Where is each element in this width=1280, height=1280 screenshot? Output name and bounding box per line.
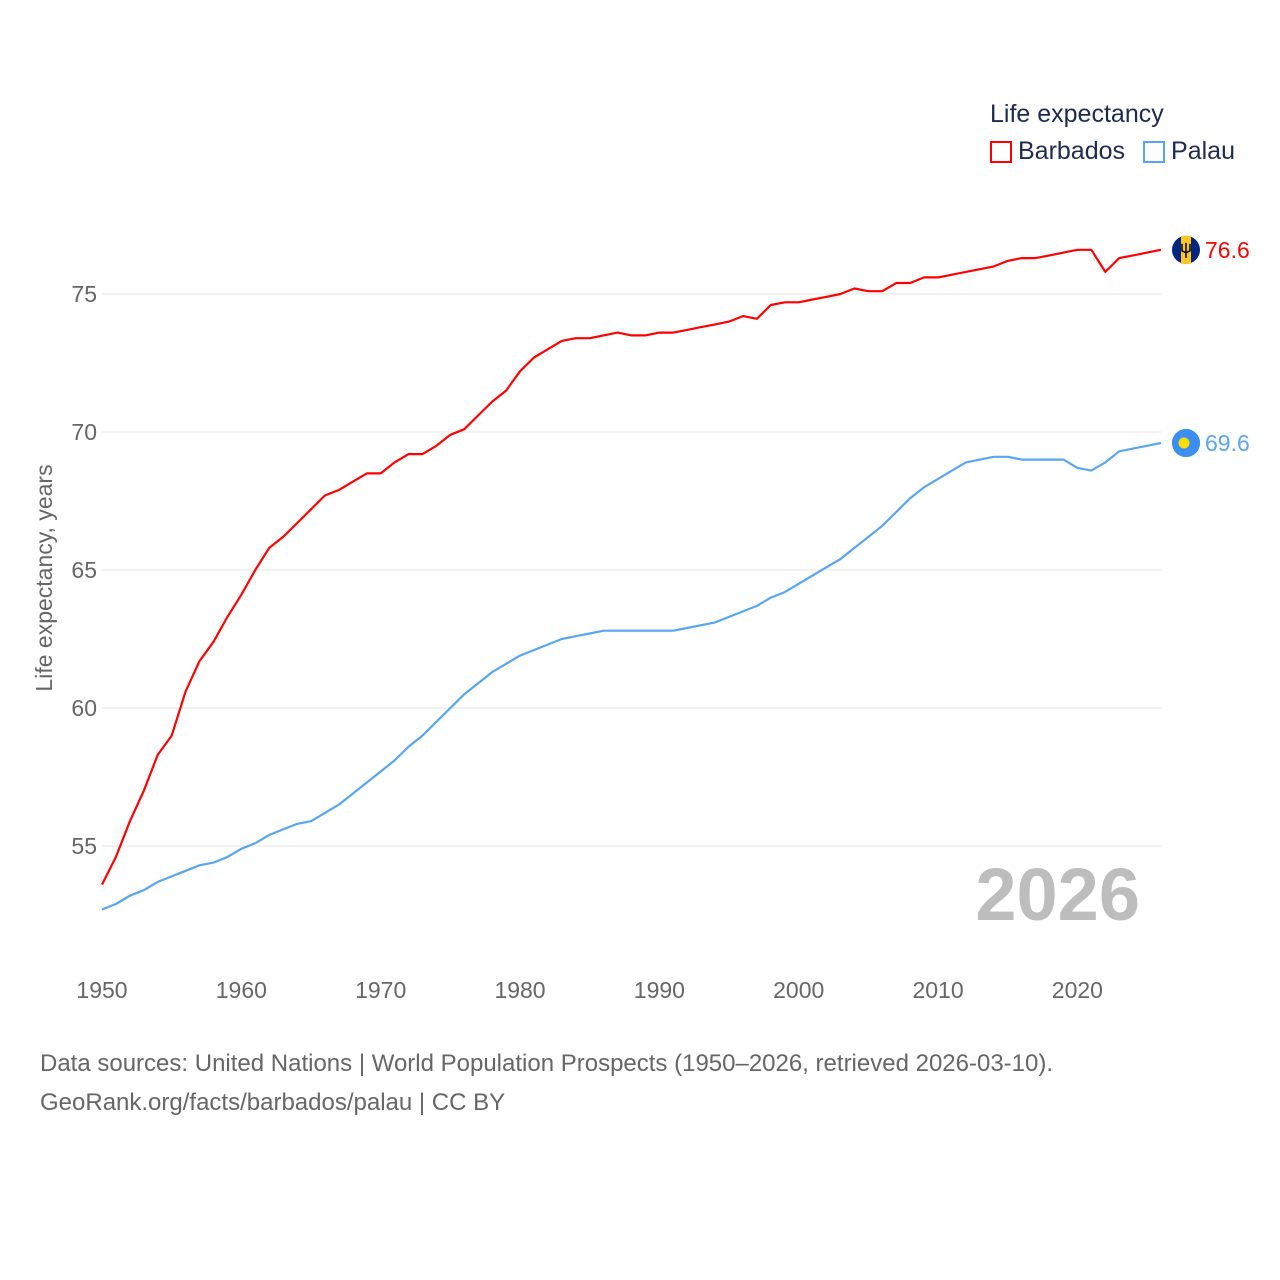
- legend-label: Palau: [1171, 137, 1235, 165]
- end-value-label: 76.6: [1205, 237, 1250, 263]
- end-value-label: 69.6: [1205, 430, 1250, 456]
- data-source-text: Data sources: United Nations | World Pop…: [40, 1050, 1054, 1077]
- legend-item-palau[interactable]: Palau: [1143, 137, 1235, 166]
- x-tick-label: 2020: [1052, 977, 1103, 1003]
- series-line-barbados[interactable]: [101, 248, 1162, 886]
- x-tick-label: 2000: [773, 977, 824, 1003]
- legend-label: Barbados: [1018, 137, 1126, 165]
- barbados-flag-icon: [1172, 235, 1200, 264]
- legend-swatch-palau: [1143, 140, 1166, 163]
- y-tick-label: 65: [71, 557, 97, 583]
- legend-swatch-barbados: [990, 140, 1012, 163]
- x-tick-label: 1970: [355, 977, 406, 1003]
- legend-item-barbados[interactable]: Barbados: [990, 137, 1125, 166]
- y-tick-label: 75: [71, 281, 97, 307]
- x-tick-label: 1990: [634, 977, 685, 1003]
- legend: Life expectancy Barbados Palau: [990, 100, 1253, 166]
- y-axis-label: Life expectancy, years: [31, 464, 57, 691]
- footer: Data sources: United Nations | World Pop…: [40, 1044, 1053, 1122]
- y-tick-label: 55: [71, 833, 97, 859]
- x-tick-label: 1950: [76, 977, 127, 1003]
- palau-flag-icon: [1172, 429, 1200, 458]
- x-tick-label: 1960: [216, 977, 267, 1003]
- y-tick-label: 70: [71, 419, 97, 445]
- year-watermark: 2026: [975, 853, 1140, 936]
- attribution-link[interactable]: GeoRank.org/facts/barbados/palau | CC BY: [40, 1089, 506, 1116]
- x-tick-label: 2010: [912, 977, 963, 1003]
- x-tick-label: 1980: [494, 977, 545, 1003]
- series-line-palau[interactable]: [101, 441, 1162, 911]
- legend-title: Life expectancy: [990, 100, 1164, 128]
- y-tick-label: 60: [71, 695, 97, 721]
